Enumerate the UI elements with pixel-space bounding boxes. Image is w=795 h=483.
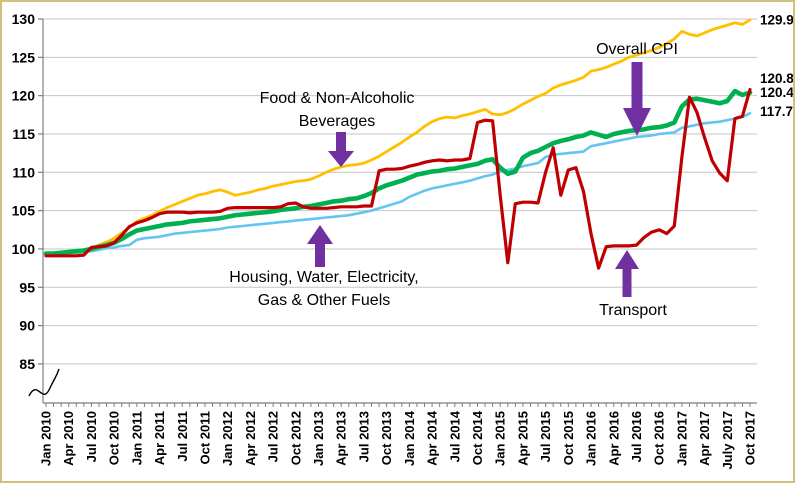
x-tick-label: Jul 2011: [175, 411, 190, 462]
x-tick-label: Apr 2014: [425, 410, 440, 466]
series-line-food: [44, 18, 752, 256]
x-tick-label: Jan 2017: [674, 411, 689, 466]
y-tick-label-85: 85: [19, 356, 35, 372]
y-axis-ticks: 85 90 95 100 105 110 115 120 125 130: [12, 11, 43, 372]
y-tick-label-115: 115: [12, 126, 35, 142]
y-tick-label-90: 90: [19, 318, 35, 334]
x-tick-label: Jan 2011: [129, 411, 144, 465]
x-axis-labels: Jan 2010 Apr 2010 Jul 2010 Oct 2010 Jan 2011…: [39, 410, 758, 469]
y-tick-label-105: 105: [12, 203, 36, 219]
x-tick-label: Oct 2016: [652, 411, 667, 465]
y-tick-label-100: 100: [12, 241, 36, 257]
x-tick-label: Apr 2010: [61, 411, 76, 466]
end-label-overall: 120.4: [760, 85, 793, 100]
x-tick-label: Jul 2010: [84, 411, 99, 462]
x-tick-label: Oct 2015: [561, 411, 576, 465]
x-tick-label: Oct 2012: [288, 411, 303, 465]
housing-label-text: Gas & Other Fuels: [258, 292, 391, 309]
end-label-housing: 117.7: [760, 104, 793, 119]
housing-arrow: [307, 225, 333, 267]
transport-label-text: Transport: [599, 302, 667, 319]
food-label-text: Food & Non-Alcoholic: [260, 90, 415, 107]
x-tick-label: Oct 2014: [470, 410, 485, 465]
overall-cpi-arrow: [623, 62, 651, 136]
y-tick-label-125: 125: [12, 49, 36, 65]
x-tick-label: Apr 2013: [334, 411, 349, 466]
x-tick-label: Oct 2010: [107, 411, 122, 465]
y-axis-break-mark: [28, 368, 60, 397]
x-tick-label: Jul 2013: [356, 411, 371, 462]
x-tick-label: Apr 2017: [697, 411, 712, 466]
x-tick-label: Oct 2011: [197, 411, 212, 465]
x-tick-label: Jul 2014: [447, 410, 462, 462]
x-tick-label: Apr 2012: [243, 411, 258, 466]
series-lines: [43, 18, 753, 270]
food-arrow: [328, 132, 354, 167]
x-tick-label: Oct 2013: [379, 411, 394, 465]
x-tick-label: Jul 2012: [266, 411, 281, 462]
end-label-transport: 120.8: [760, 71, 793, 86]
series-line-overall: [43, 88, 753, 256]
end-label-food: 129.9: [760, 12, 793, 27]
housing-label-text: Housing, Water, Electricity,: [229, 269, 418, 286]
y-tick-label-120: 120: [12, 88, 36, 104]
x-tick-label: Jan 2013: [311, 411, 326, 466]
x-tick-label: Apr 2016: [606, 411, 621, 466]
x-tick-label: Apr 2015: [515, 411, 530, 466]
x-tick-label: Jan 2015: [493, 411, 508, 466]
series-line-transport: [44, 87, 752, 270]
x-tick-label: Jan 2012: [220, 411, 235, 466]
y-tick-label-130: 130: [12, 11, 36, 27]
axes: [28, 19, 757, 404]
annotations: Food & Non-Alcoholic Beverages Overall CPI…: [229, 41, 678, 319]
overall-label-text: Overall CPI: [596, 41, 678, 58]
x-tick-label: July 2017: [720, 411, 735, 470]
x-tick-label: Jul 2016: [629, 411, 644, 462]
x-tick-label: Jul 2015: [538, 411, 553, 462]
transport-arrow: [615, 250, 639, 297]
food-label-text: Beverages: [299, 113, 376, 130]
x-tick-label: Jan 2014: [402, 410, 417, 466]
x-tick-label: Oct 2017: [743, 411, 758, 465]
y-tick-label-110: 110: [12, 164, 35, 180]
series-line-housing: [44, 112, 752, 255]
y-tick-label-95: 95: [19, 279, 35, 295]
x-tick-label: Jan 2016: [584, 411, 599, 466]
gridlines: [43, 18, 757, 365]
x-axis-ticks: [45, 403, 751, 407]
x-tick-label: Jan 2010: [39, 411, 54, 466]
x-tick-label: Apr 2011: [152, 411, 167, 465]
